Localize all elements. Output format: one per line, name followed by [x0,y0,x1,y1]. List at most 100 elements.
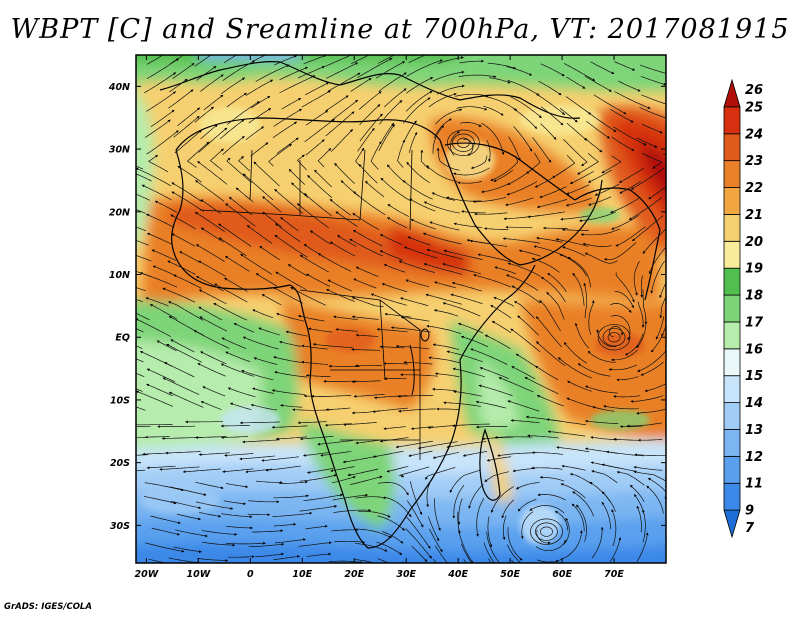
streamline [535,365,559,381]
streamline [225,351,251,363]
colorbar-swatch [723,267,741,296]
colorbar: 7 9 11 12 13 14 15 16 17 18 19 20 21 22 23 24 25 26 [723,78,764,539]
streamline [455,93,489,97]
streamline [337,235,357,247]
streamline [307,327,333,333]
streamline [355,266,379,277]
streamline [227,387,256,398]
streamline [170,214,196,230]
vortex-ring [447,129,480,156]
streamline [540,106,564,126]
streamline [450,293,483,305]
streamline [456,106,488,111]
lon-tick-label: 10E [292,569,312,580]
streamline [536,236,563,243]
streamline [248,500,280,504]
streamline [432,70,465,82]
streamline [560,215,590,221]
streamline [478,384,513,397]
streamline [220,77,246,95]
streamline [242,439,280,444]
streamline [437,56,464,65]
streamline [461,210,486,214]
streamline [195,244,225,262]
streamline [398,466,430,478]
streamline [378,124,395,152]
streamline [405,279,430,288]
streamline [146,58,179,79]
streamline [584,75,612,92]
streamline [572,491,594,517]
streamline [511,366,536,380]
streamline [390,326,431,333]
lon-tick-label: 10W [187,569,211,580]
streamline [314,169,333,188]
streamline [483,227,509,231]
lon-tick-label: 50E [500,569,520,580]
streamline [493,169,513,182]
streamline [486,531,502,563]
streamline [327,279,352,292]
streamline [240,254,273,275]
streamline [559,254,587,277]
streamline [255,480,283,484]
streamline [351,55,370,65]
streamline [221,337,247,349]
streamline [428,356,460,363]
streamline [434,545,448,563]
streamline [563,517,570,545]
streamline [432,387,457,392]
streamline [477,253,511,263]
streamline [177,107,201,127]
streamline [453,167,490,176]
streamline [222,468,254,473]
streamline [261,293,282,306]
streamline [648,246,666,275]
streamline [173,116,200,138]
streamline [296,203,329,229]
streamline [239,421,280,425]
streamline [273,494,309,499]
lon-tick-label: 60E [552,569,572,580]
streamline [250,403,278,411]
streamline [325,407,351,411]
lon-tick-label: 20E [344,569,364,580]
streamline [222,136,245,155]
streamline [661,324,666,337]
streamline [452,367,486,378]
streamline [347,468,379,477]
streamline [355,439,380,445]
streamline [384,312,412,318]
streamline [296,154,307,171]
streamline [198,452,230,456]
streamline [351,315,379,320]
streamline [637,301,645,328]
streamline [436,407,459,411]
streamline [335,211,358,227]
streamline [298,66,325,79]
streamline [196,501,234,510]
streamline [410,218,436,230]
streamline [561,464,586,471]
streamline [383,362,409,365]
streamline [386,465,409,473]
streamline [226,525,253,530]
streamline [470,348,508,365]
streamline [409,198,436,212]
streamline [136,406,146,411]
colorbar-swatch [723,294,741,323]
streamline [535,316,562,348]
colorbar-label: 13 [745,423,763,438]
streamline [144,72,177,94]
streamline [377,515,405,531]
streamline [487,62,517,70]
streamline [358,163,378,184]
streamline [252,309,274,319]
streamline [567,380,592,392]
streamline [507,79,540,96]
lat-tick-label: 30N [109,145,130,156]
streamline [335,328,358,332]
streamline [285,330,308,337]
streamline [262,211,282,228]
streamline [373,395,408,399]
